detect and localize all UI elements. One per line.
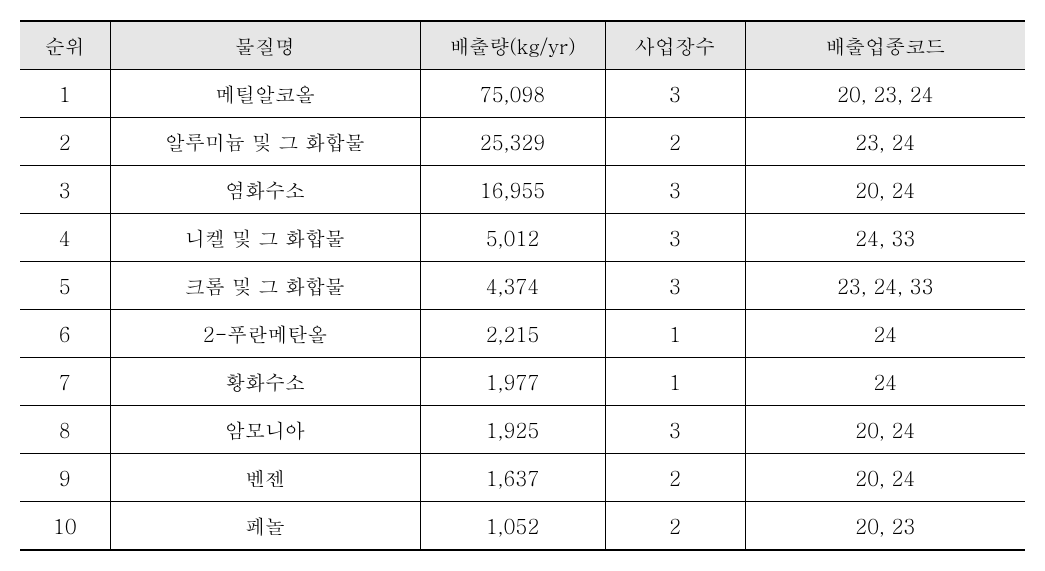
cell-codes: 23, 24, 33 — [745, 262, 1025, 310]
cell-rank: 6 — [20, 310, 110, 358]
cell-sites: 2 — [605, 118, 745, 166]
cell-emission: 75,098 — [420, 70, 605, 118]
cell-codes: 20, 24 — [745, 166, 1025, 214]
cell-emission: 4,374 — [420, 262, 605, 310]
table-row: 4니켈 및 그 화합물5,012324, 33 — [20, 214, 1025, 262]
cell-codes: 24 — [745, 310, 1025, 358]
table-row: 9벤젠1,637220, 24 — [20, 454, 1025, 502]
emissions-table: 순위 물질명 배출량(kg/yr) 사업장수 배출업종코드 1메틸알코올75,0… — [20, 20, 1025, 551]
cell-emission: 2,215 — [420, 310, 605, 358]
table-row: 62-푸란메탄올2,215124 — [20, 310, 1025, 358]
table-row: 8암모니아1,925320, 24 — [20, 406, 1025, 454]
cell-emission: 1,925 — [420, 406, 605, 454]
cell-name: 페놀 — [110, 502, 420, 551]
cell-codes: 20, 24 — [745, 454, 1025, 502]
cell-codes: 24, 33 — [745, 214, 1025, 262]
cell-sites: 1 — [605, 310, 745, 358]
cell-name: 염화수소 — [110, 166, 420, 214]
cell-rank: 3 — [20, 166, 110, 214]
cell-name: 크롬 및 그 화합물 — [110, 262, 420, 310]
table-row: 7황화수소1,977124 — [20, 358, 1025, 406]
cell-rank: 7 — [20, 358, 110, 406]
cell-codes: 24 — [745, 358, 1025, 406]
table-row: 2알루미늄 및 그 화합물25,329223, 24 — [20, 118, 1025, 166]
cell-codes: 23, 24 — [745, 118, 1025, 166]
cell-codes: 20, 24 — [745, 406, 1025, 454]
cell-name: 메틸알코올 — [110, 70, 420, 118]
cell-name: 암모니아 — [110, 406, 420, 454]
header-codes: 배출업종코드 — [745, 21, 1025, 70]
cell-rank: 10 — [20, 502, 110, 551]
cell-name: 벤젠 — [110, 454, 420, 502]
cell-name: 2-푸란메탄올 — [110, 310, 420, 358]
table-row: 1메틸알코올75,098320, 23, 24 — [20, 70, 1025, 118]
cell-sites: 3 — [605, 214, 745, 262]
header-emission: 배출량(kg/yr) — [420, 21, 605, 70]
cell-codes: 20, 23 — [745, 502, 1025, 551]
cell-rank: 5 — [20, 262, 110, 310]
table-row: 10페놀1,052220, 23 — [20, 502, 1025, 551]
cell-rank: 1 — [20, 70, 110, 118]
table-row: 3염화수소16,955320, 24 — [20, 166, 1025, 214]
cell-rank: 8 — [20, 406, 110, 454]
cell-rank: 4 — [20, 214, 110, 262]
cell-sites: 3 — [605, 406, 745, 454]
header-name: 물질명 — [110, 21, 420, 70]
cell-name: 알루미늄 및 그 화합물 — [110, 118, 420, 166]
cell-rank: 2 — [20, 118, 110, 166]
cell-sites: 3 — [605, 70, 745, 118]
cell-sites: 1 — [605, 358, 745, 406]
cell-emission: 1,052 — [420, 502, 605, 551]
header-rank: 순위 — [20, 21, 110, 70]
cell-emission: 5,012 — [420, 214, 605, 262]
table-row: 5크롬 및 그 화합물4,374323, 24, 33 — [20, 262, 1025, 310]
cell-emission: 1,637 — [420, 454, 605, 502]
cell-rank: 9 — [20, 454, 110, 502]
cell-sites: 2 — [605, 454, 745, 502]
table-head: 순위 물질명 배출량(kg/yr) 사업장수 배출업종코드 — [20, 21, 1025, 70]
header-row: 순위 물질명 배출량(kg/yr) 사업장수 배출업종코드 — [20, 21, 1025, 70]
cell-sites: 2 — [605, 502, 745, 551]
cell-sites: 3 — [605, 166, 745, 214]
table-body: 1메틸알코올75,098320, 23, 242알루미늄 및 그 화합물25,3… — [20, 70, 1025, 551]
cell-name: 니켈 및 그 화합물 — [110, 214, 420, 262]
cell-emission: 16,955 — [420, 166, 605, 214]
cell-emission: 1,977 — [420, 358, 605, 406]
header-sites: 사업장수 — [605, 21, 745, 70]
cell-name: 황화수소 — [110, 358, 420, 406]
cell-codes: 20, 23, 24 — [745, 70, 1025, 118]
cell-emission: 25,329 — [420, 118, 605, 166]
cell-sites: 3 — [605, 262, 745, 310]
